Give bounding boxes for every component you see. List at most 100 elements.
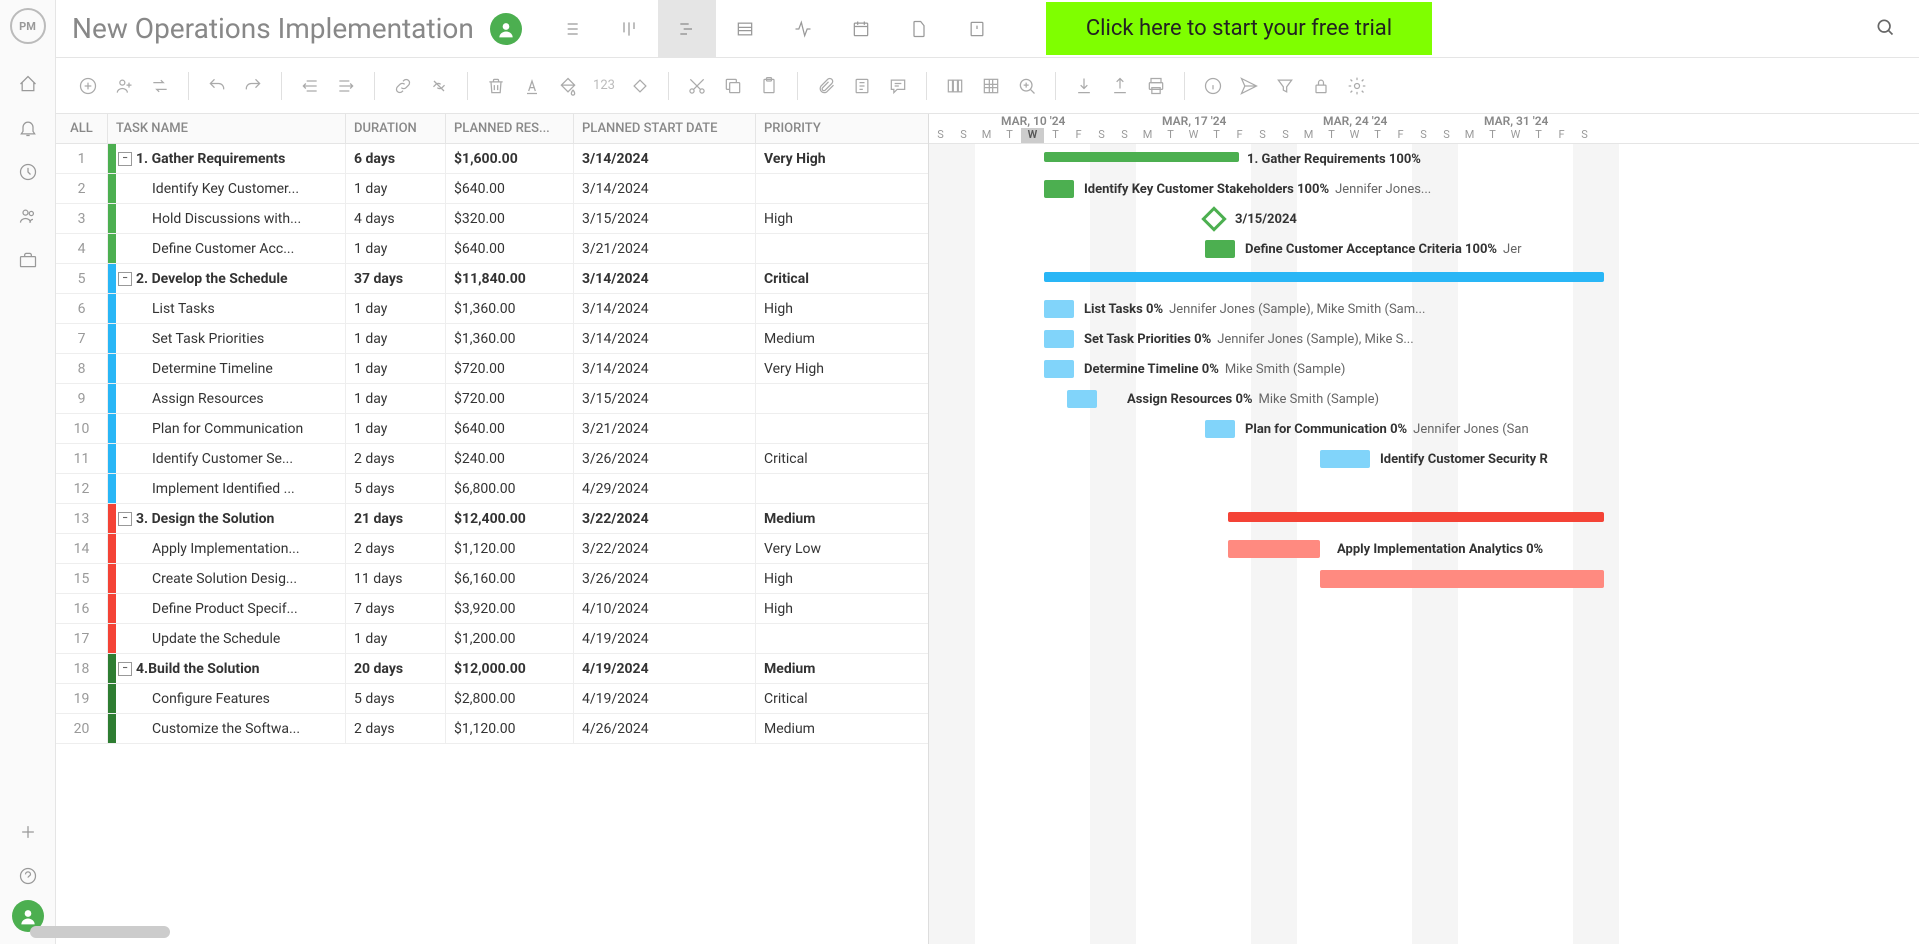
milestone-icon[interactable] [1201, 206, 1226, 231]
gantt-row[interactable] [929, 654, 1919, 684]
send-icon[interactable] [1233, 70, 1265, 102]
alert-view-tab[interactable] [948, 0, 1006, 58]
col-priority[interactable]: PRIORITY [756, 114, 861, 143]
gantt-bar[interactable] [1228, 512, 1604, 522]
table-row[interactable]: 15Create Solution Desig...11 days$6,160.… [56, 564, 928, 594]
gantt-row[interactable]: List Tasks 0%Jennifer Jones (Sample), Mi… [929, 294, 1919, 324]
gantt-bar[interactable] [1044, 300, 1074, 318]
activity-view-tab[interactable] [774, 0, 832, 58]
paste-icon[interactable] [753, 70, 785, 102]
help-icon[interactable] [8, 856, 48, 896]
gantt-row[interactable] [929, 504, 1919, 534]
outdent-icon[interactable] [294, 70, 326, 102]
gantt-bar[interactable] [1044, 330, 1074, 348]
grid-icon[interactable] [975, 70, 1007, 102]
gantt-row[interactable]: Assign Resources 0%Mike Smith (Sample) [929, 384, 1919, 414]
table-row[interactable]: 19Configure Features5 days$2,800.004/19/… [56, 684, 928, 714]
gantt-row[interactable] [929, 264, 1919, 294]
table-row[interactable]: 20Customize the Softwa...2 days$1,120.00… [56, 714, 928, 744]
plus-icon[interactable] [8, 812, 48, 852]
cut-icon[interactable] [681, 70, 713, 102]
table-row[interactable]: 10Plan for Communication1 day$640.003/21… [56, 414, 928, 444]
gantt-row[interactable]: Plan for Communication 0%Jennifer Jones … [929, 414, 1919, 444]
copy-icon[interactable] [717, 70, 749, 102]
table-row[interactable]: 2Identify Key Customer...1 day$640.003/1… [56, 174, 928, 204]
text-color-icon[interactable] [516, 70, 548, 102]
search-icon[interactable] [1867, 9, 1903, 49]
table-row[interactable]: 11Identify Customer Se...2 days$240.003/… [56, 444, 928, 474]
table-row[interactable]: 14Apply Implementation...2 days$1,120.00… [56, 534, 928, 564]
gantt-row[interactable] [929, 564, 1919, 594]
file-view-tab[interactable] [890, 0, 948, 58]
gantt-bar[interactable] [1067, 390, 1097, 408]
gantt-row[interactable]: Set Task Priorities 0%Jennifer Jones (Sa… [929, 324, 1919, 354]
info-icon[interactable] [1197, 70, 1229, 102]
table-row[interactable]: 12Implement Identified ...5 days$6,800.0… [56, 474, 928, 504]
gantt-row[interactable]: Identify Key Customer Stakeholders 100%J… [929, 174, 1919, 204]
comment-icon[interactable] [882, 70, 914, 102]
gantt-row[interactable]: 1. Gather Requirements 100% [929, 144, 1919, 174]
note-icon[interactable] [846, 70, 878, 102]
users-icon[interactable] [8, 196, 48, 236]
number-icon[interactable]: 123 [588, 70, 620, 102]
table-row[interactable]: 7Set Task Priorities1 day$1,360.003/14/2… [56, 324, 928, 354]
gantt-bar[interactable] [1044, 272, 1604, 282]
briefcase-icon[interactable] [8, 240, 48, 280]
table-row[interactable]: 17Update the Schedule1 day$1,200.004/19/… [56, 624, 928, 654]
gantt-row[interactable]: Determine Timeline 0%Mike Smith (Sample) [929, 354, 1919, 384]
zoom-icon[interactable] [1011, 70, 1043, 102]
print-icon[interactable] [1140, 70, 1172, 102]
gantt-bar[interactable] [1044, 152, 1239, 162]
sheet-view-tab[interactable] [716, 0, 774, 58]
collapse-icon[interactable]: − [118, 272, 132, 286]
gantt-row[interactable]: 3/15/2024 [929, 204, 1919, 234]
shape-icon[interactable] [624, 70, 656, 102]
redo-icon[interactable] [237, 70, 269, 102]
gantt-row[interactable] [929, 474, 1919, 504]
gantt-row[interactable] [929, 624, 1919, 654]
table-row[interactable]: 3Hold Discussions with...4 days$320.003/… [56, 204, 928, 234]
sync-icon[interactable] [144, 70, 176, 102]
indent-icon[interactable] [330, 70, 362, 102]
cta-button[interactable]: Click here to start your free trial [1046, 2, 1432, 55]
gantt-view-tab[interactable] [658, 0, 716, 58]
table-row[interactable]: 18−4.Build the Solution20 days$12,000.00… [56, 654, 928, 684]
attach-icon[interactable] [810, 70, 842, 102]
col-name[interactable]: TASK NAME [108, 114, 346, 143]
gantt-row[interactable] [929, 714, 1919, 744]
col-all[interactable]: ALL [56, 114, 108, 143]
collapse-icon[interactable]: − [118, 662, 132, 676]
table-row[interactable]: 6List Tasks1 day$1,360.003/14/2024High [56, 294, 928, 324]
export-icon[interactable] [1104, 70, 1136, 102]
list-view-tab[interactable] [542, 0, 600, 58]
logo[interactable]: PM [10, 8, 46, 44]
fill-icon[interactable] [552, 70, 584, 102]
gantt-row[interactable] [929, 684, 1919, 714]
clock-icon[interactable] [8, 152, 48, 192]
import-icon[interactable] [1068, 70, 1100, 102]
gantt-bar[interactable] [1320, 570, 1604, 588]
table-row[interactable]: 5−2. Develop the Schedule37 days$11,840.… [56, 264, 928, 294]
add-icon[interactable] [72, 70, 104, 102]
gantt-row[interactable]: Identify Customer Security R [929, 444, 1919, 474]
table-row[interactable]: 8Determine Timeline1 day$720.003/14/2024… [56, 354, 928, 384]
col-start[interactable]: PLANNED START DATE [574, 114, 756, 143]
assign-icon[interactable] [108, 70, 140, 102]
col-duration[interactable]: DURATION [346, 114, 446, 143]
table-row[interactable]: 4Define Customer Acc...1 day$640.003/21/… [56, 234, 928, 264]
undo-icon[interactable] [201, 70, 233, 102]
home-icon[interactable] [8, 64, 48, 104]
board-view-tab[interactable] [600, 0, 658, 58]
collapse-icon[interactable]: − [118, 512, 132, 526]
unlink-icon[interactable] [423, 70, 455, 102]
gantt-row[interactable]: Apply Implementation Analytics 0% [929, 534, 1919, 564]
project-avatar[interactable] [490, 13, 522, 45]
gantt-bar[interactable] [1044, 180, 1074, 198]
table-row[interactable]: 13−3. Design the Solution21 days$12,400.… [56, 504, 928, 534]
gantt-bar[interactable] [1205, 420, 1235, 438]
gantt-bar[interactable] [1228, 540, 1320, 558]
table-row[interactable]: 9Assign Resources1 day$720.003/15/2024 [56, 384, 928, 414]
gantt-row[interactable] [929, 594, 1919, 624]
table-row[interactable]: 1−1. Gather Requirements6 days$1,600.003… [56, 144, 928, 174]
collapse-icon[interactable]: − [118, 152, 132, 166]
